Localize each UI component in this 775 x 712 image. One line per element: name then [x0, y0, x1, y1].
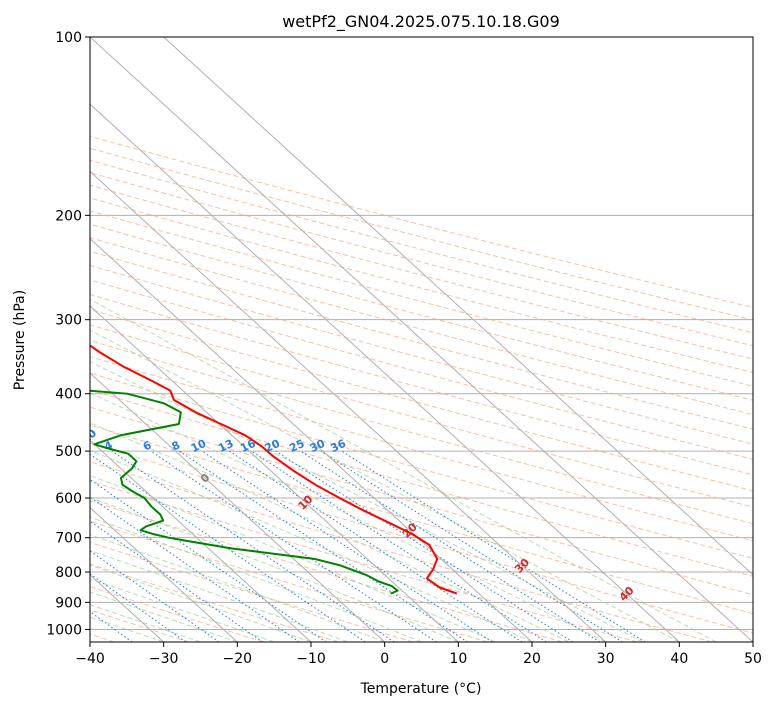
- y-tick-label: 500: [55, 444, 82, 460]
- isotherm-line: [90, 506, 238, 642]
- x-tick-label: −20: [223, 651, 253, 667]
- mixing-ratio-line: [275, 450, 574, 642]
- isotherm-line: [90, 372, 386, 642]
- y-tick-label: 900: [55, 595, 82, 611]
- dry-adiabats: [90, 135, 753, 642]
- chart-title: wetPf2_GN04.2025.075.10.18.G09: [282, 12, 560, 32]
- mixing-ratio-line: [111, 450, 395, 642]
- dry-adiabat-line: [90, 210, 753, 387]
- y-tick-label: 1000: [46, 622, 82, 638]
- dry-adiabat-line: [90, 480, 638, 642]
- dry-adiabat-line: [90, 135, 753, 309]
- mixing-ratio-line: [300, 450, 601, 642]
- mixing-ratio-label: 30: [308, 437, 328, 455]
- dry-adiabat-line: [90, 520, 488, 642]
- mixing-ratio-line: [201, 450, 493, 642]
- mixing-ratio-line: [90, 496, 300, 642]
- mixing-ratio-line: [90, 478, 327, 642]
- x-tick-label: −30: [149, 651, 179, 667]
- y-axis: 100 200 300 400 500 600 700 800 900 1000: [46, 30, 90, 638]
- mixing-ratio-line: [320, 450, 623, 642]
- dry-adiabat-line: [90, 461, 712, 642]
- dry-adiabat-line: [90, 406, 753, 596]
- isotherms: [90, 37, 753, 642]
- dry-adiabat-line: [90, 197, 753, 374]
- isotherm-label: -10: [76, 426, 99, 449]
- dry-adiabat-line: [90, 372, 753, 559]
- pressure-grid: [90, 37, 753, 630]
- moist-adiabat-line: [90, 578, 275, 642]
- mixing-ratio-line: [150, 450, 437, 642]
- mixing-ratio-line: [90, 550, 220, 642]
- moist-adiabat-line: [90, 591, 238, 642]
- isotherm-line: [90, 103, 680, 642]
- y-tick-label: 200: [55, 208, 82, 224]
- mixing-ratio-line: [90, 573, 187, 642]
- x-tick-label: 40: [670, 651, 688, 667]
- moist-adiabat-line: [90, 474, 496, 642]
- dry-adiabat-line: [90, 541, 414, 642]
- mixing-ratio-label: 25: [287, 437, 306, 455]
- dry-adiabat-line: [90, 264, 753, 445]
- moist-adiabat-line: [90, 450, 533, 642]
- dry-adiabat-line: [90, 159, 753, 334]
- x-tick-label: 30: [597, 651, 615, 667]
- dry-adiabat-line: [90, 308, 753, 492]
- mixing-ratio-line: [341, 450, 646, 642]
- y-tick-label: 700: [55, 531, 82, 547]
- dry-adiabat-line: [90, 424, 753, 615]
- dewpoint-line: [90, 389, 399, 595]
- x-axis-title: Temperature (°C): [360, 681, 482, 697]
- dry-adiabat-line: [90, 324, 753, 508]
- mixing-ratio-label: 36: [329, 437, 349, 455]
- x-tick-label: 20: [523, 651, 541, 667]
- dry-adiabat-line: [90, 250, 753, 430]
- y-tick-label: 100: [55, 30, 82, 46]
- x-tick-label: −40: [75, 651, 105, 667]
- dry-adiabat-line: [90, 172, 753, 347]
- dry-adiabat-line: [90, 442, 753, 634]
- mixing-ratio-line: [90, 520, 264, 642]
- isotherm-line: [90, 37, 753, 642]
- moist-adiabat-line: [90, 298, 717, 642]
- plot-frame: [89, 36, 754, 643]
- mixing-ratio-line: [90, 611, 133, 642]
- plot-area: -100-90-80-70-60-50-40-30-20-10010203040…: [76, 37, 753, 642]
- mixing-ratio-label: 13: [216, 437, 235, 455]
- moist-adiabat-line: [90, 361, 643, 642]
- dry-adiabat-line: [90, 339, 753, 525]
- dry-adiabat-line: [90, 279, 753, 460]
- y-tick-label: 400: [55, 387, 82, 403]
- x-axis: −40 −30 −20 −10 0 10 20 30 40 50: [75, 642, 762, 667]
- moist-adiabat-line: [90, 550, 349, 642]
- isotherm-line: [90, 237, 533, 642]
- y-tick-label: 300: [55, 313, 82, 329]
- moist-adiabat-line: [90, 329, 680, 642]
- mixing-ratio-label: 10: [189, 437, 209, 455]
- dry-adiabat-line: [90, 147, 753, 321]
- y-tick-label: 600: [55, 491, 82, 507]
- temperature-line: [90, 344, 458, 595]
- x-tick-label: −10: [296, 651, 326, 667]
- moist-adiabat-line: [90, 516, 422, 642]
- sounding-series: [90, 344, 458, 595]
- dry-adiabat-line: [90, 223, 753, 401]
- mixing-ratio-line: [251, 450, 547, 642]
- dry-adiabat-line: [90, 237, 753, 416]
- isotherm-line: [90, 305, 459, 642]
- x-tick-label: 10: [449, 651, 467, 667]
- x-tick-label: 50: [744, 651, 762, 667]
- x-tick-label: 0: [380, 651, 389, 667]
- isotherm-line: [90, 439, 312, 642]
- dry-adiabat-line: [90, 184, 753, 360]
- isotherm-line: [163, 37, 753, 576]
- dry-adiabat-line: [90, 586, 264, 642]
- mixing-ratio-lines: [90, 450, 646, 642]
- isotherm-line: [90, 170, 607, 642]
- y-axis-title: Pressure (hPa): [12, 290, 28, 390]
- y-tick-label: 800: [55, 565, 82, 581]
